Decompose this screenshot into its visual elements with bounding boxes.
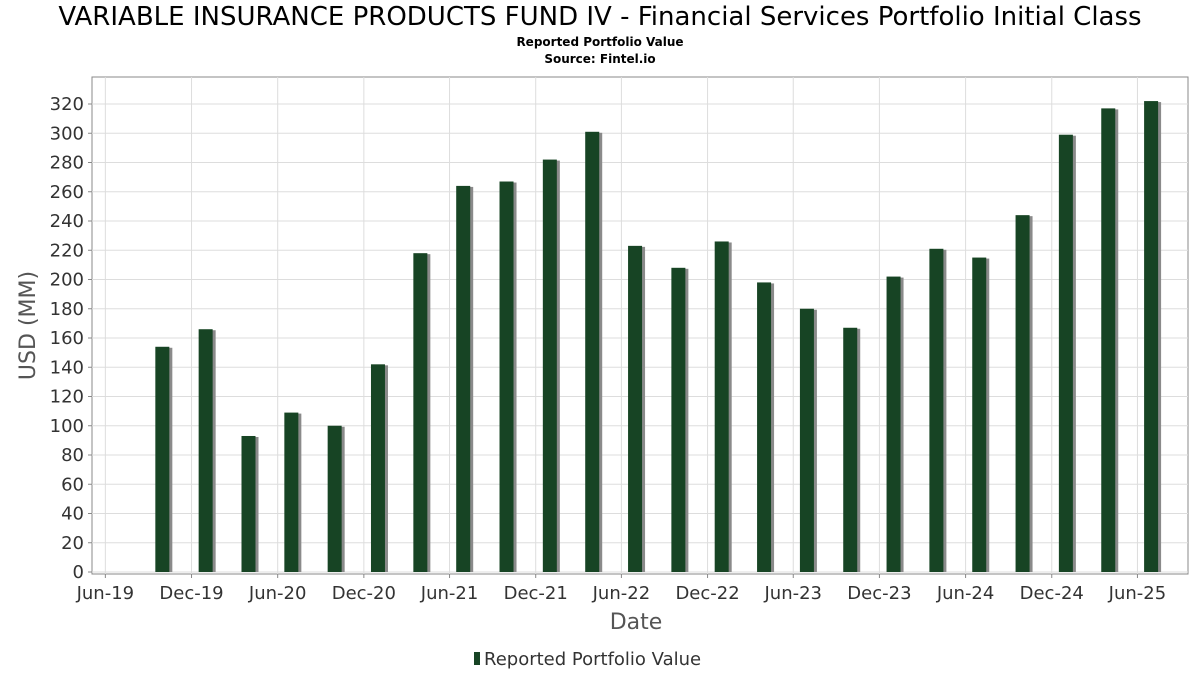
- legend-swatch: [474, 652, 480, 665]
- bar: [499, 181, 514, 572]
- y-tick-label: 300: [50, 123, 84, 144]
- chart-title: VARIABLE INSURANCE PRODUCTS FUND IV - Fi…: [58, 2, 1142, 32]
- y-tick-label: 0: [73, 562, 84, 583]
- y-tick-label: 220: [50, 240, 84, 261]
- bar: [542, 159, 557, 572]
- y-tick-label: 80: [61, 445, 84, 466]
- y-tick-label: 180: [50, 299, 84, 320]
- y-axis-title: USD (MM): [16, 271, 41, 380]
- bar: [198, 329, 213, 572]
- bar: [284, 412, 299, 572]
- bars: [155, 101, 1162, 573]
- x-tick-label: Jun-24: [936, 583, 995, 604]
- y-tick-label: 160: [50, 328, 84, 349]
- x-tick-label: Dec-19: [159, 583, 223, 604]
- x-tick-label: Dec-24: [1020, 583, 1084, 604]
- bar: [757, 282, 772, 572]
- x-tick-label: Jun-19: [76, 583, 135, 604]
- legend-label: Reported Portfolio Value: [484, 649, 701, 670]
- y-tick-label: 60: [61, 474, 84, 495]
- x-tick-label: Jun-23: [763, 583, 822, 604]
- x-axis-title: Date: [610, 610, 663, 635]
- chart-subtitle: Reported Portfolio Value: [516, 35, 684, 49]
- bar: [1101, 108, 1116, 572]
- bar: [843, 327, 858, 572]
- bar: [241, 435, 256, 572]
- bar: [1058, 134, 1073, 572]
- bar: [413, 253, 428, 573]
- x-tick-label: Jun-22: [592, 583, 651, 604]
- axes: 0 20 40 60 80 100 120 140 160 180 200 220 240 260 280 3…: [50, 94, 1167, 604]
- y-tick-label: 240: [50, 211, 84, 232]
- y-tick-label: 40: [61, 504, 84, 525]
- x-tick-label: Jun-21: [420, 583, 479, 604]
- bar: [929, 248, 944, 572]
- bar: [671, 267, 686, 572]
- bar: [628, 245, 643, 573]
- bar: [327, 425, 342, 572]
- bar: [714, 241, 729, 572]
- bar: [799, 308, 814, 572]
- y-tick-label: 100: [50, 416, 84, 437]
- x-tick-label: Dec-20: [332, 583, 396, 604]
- x-tick-label: Dec-22: [675, 583, 739, 604]
- bar: [1144, 101, 1159, 572]
- x-tick-label: Dec-21: [504, 583, 568, 604]
- chart-source: Source: Fintel.io: [544, 52, 656, 66]
- y-tick-label: 260: [50, 182, 84, 203]
- bar: [456, 185, 471, 572]
- x-tick-label: Jun-25: [1108, 583, 1167, 604]
- x-tick-label: Dec-23: [847, 583, 911, 604]
- y-tick-label: 20: [61, 533, 84, 554]
- legend: Reported Portfolio Value: [474, 649, 701, 670]
- y-tick-label: 140: [50, 357, 84, 378]
- bar: [886, 276, 901, 572]
- y-tick-label: 120: [50, 387, 84, 408]
- bar: [972, 257, 987, 572]
- y-tick-label: 280: [50, 153, 84, 174]
- x-tick-label: Jun-20: [248, 583, 307, 604]
- bar: [1015, 215, 1030, 572]
- y-tick-label: 320: [50, 94, 84, 115]
- bar: [585, 131, 600, 572]
- y-tick-label: 200: [50, 270, 84, 291]
- bar: [370, 364, 385, 572]
- bar: [155, 346, 170, 572]
